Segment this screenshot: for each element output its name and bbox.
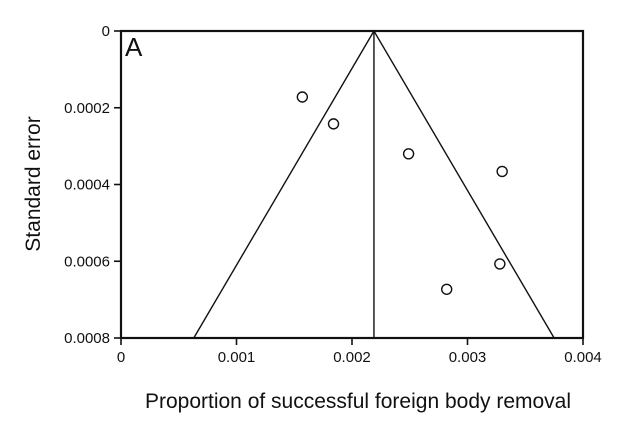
panel-label: A [125, 32, 143, 62]
x-tick-label: 0.003 [449, 349, 487, 366]
y-tick-label: 0.0008 [64, 330, 110, 347]
x-axis-title: Proportion of successful foreign body re… [145, 390, 571, 413]
y-tick-label: 0.0002 [64, 100, 110, 117]
x-tick-label: 0.004 [564, 349, 602, 366]
data-point [327, 118, 340, 130]
funnel-left-boundary [193, 30, 375, 339]
y-tick-label: 0.0004 [64, 177, 110, 194]
x-tick-label: 0.001 [218, 349, 256, 366]
x-tick-label: 0.002 [333, 349, 371, 366]
data-point [441, 283, 453, 295]
y-axis-title: Standard error [22, 116, 45, 251]
x-tick-label: 0 [117, 349, 125, 366]
data-point [496, 165, 508, 178]
data-point [494, 258, 506, 270]
y-tick-label: 0.0006 [64, 253, 110, 270]
data-point [402, 148, 415, 160]
plot-frame [119, 29, 585, 340]
data-point [296, 91, 309, 103]
y-tick-label: 0 [102, 23, 110, 40]
funnel-right-boundary [373, 30, 555, 339]
